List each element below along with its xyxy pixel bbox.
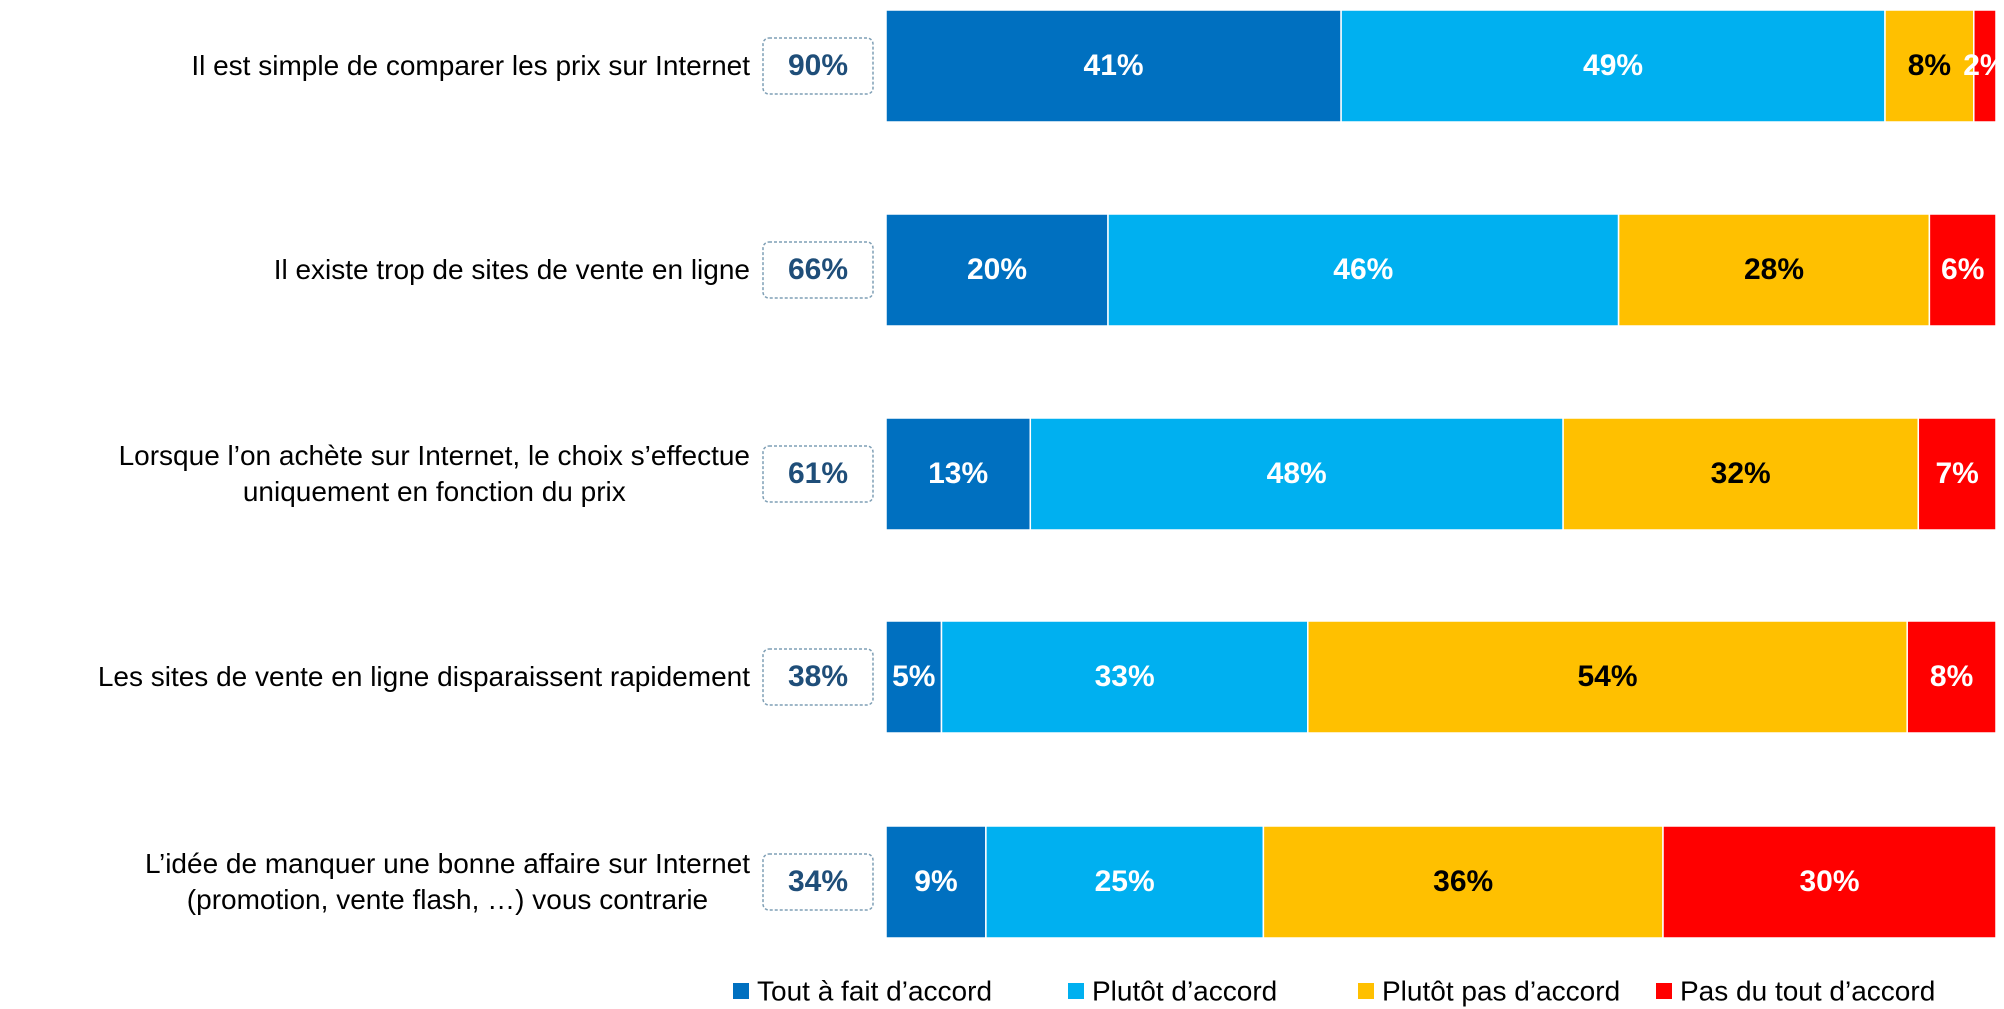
value-label: 7% <box>1935 457 1978 490</box>
value-label: 25% <box>1095 865 1155 898</box>
total-box <box>762 853 874 911</box>
bar-segment <box>1906 620 1997 734</box>
legend-label: Plutôt pas d’accord <box>1382 975 1620 1006</box>
bar-segment <box>985 825 1265 939</box>
value-label: 8% <box>1930 660 1973 693</box>
bar-segment <box>1617 213 1931 327</box>
bar-segment <box>1029 417 1564 531</box>
total-box <box>762 648 874 706</box>
category-label: Il existe trop de sites de vente en lign… <box>273 254 750 285</box>
total-box <box>762 445 874 503</box>
value-label: 8% <box>1908 49 1951 82</box>
total-label: 38% <box>788 660 848 693</box>
total-label: 61% <box>788 457 848 490</box>
total-box <box>762 241 874 299</box>
legend-label: Tout à fait d’accord <box>757 975 992 1006</box>
total-label: 90% <box>788 49 848 82</box>
value-label: 49% <box>1583 49 1643 82</box>
total-label: 34% <box>788 865 848 898</box>
value-label: 5% <box>892 660 935 693</box>
bar-segment <box>885 213 1109 327</box>
value-label: 46% <box>1333 253 1393 286</box>
total-label: 66% <box>788 253 848 286</box>
bar-segment <box>1928 213 1997 327</box>
bar-segment <box>885 417 1032 531</box>
value-label: 48% <box>1267 457 1327 490</box>
value-label: 33% <box>1095 660 1155 693</box>
legend-swatch <box>1068 983 1084 999</box>
bar-segment <box>940 620 1309 734</box>
bar-segment <box>1562 417 1920 531</box>
total-box <box>762 37 874 95</box>
bar-segment <box>1107 213 1620 327</box>
bar-segment <box>1262 825 1664 939</box>
value-label: 41% <box>1084 49 1144 82</box>
value-label: 6% <box>1941 253 1984 286</box>
category-label: Il est simple de comparer les prix sur I… <box>191 50 750 81</box>
bar-segment <box>1340 9 1886 123</box>
value-label: 13% <box>928 457 988 490</box>
legend-swatch <box>1358 983 1374 999</box>
legend-label: Pas du tout d’accord <box>1680 975 1935 1006</box>
value-label: 2% <box>1963 49 2004 82</box>
bar-segment <box>1973 9 1997 123</box>
category-label: Lorsque l’on achète sur Internet, le cho… <box>118 440 750 507</box>
value-label: 32% <box>1711 457 1771 490</box>
value-label: 9% <box>914 865 957 898</box>
category-label: L’idée de manquer une bonne affaire sur … <box>144 848 750 915</box>
category-label: Les sites de vente en ligne disparaissen… <box>97 661 750 692</box>
legend-swatch <box>733 983 749 999</box>
legend-swatch <box>1656 983 1672 999</box>
legend-label: Plutôt d’accord <box>1092 975 1277 1006</box>
bar-segment <box>1917 417 1997 531</box>
value-label: 54% <box>1577 660 1637 693</box>
bar-segment <box>885 9 1342 123</box>
value-label: 30% <box>1799 865 1859 898</box>
bar-segment <box>1662 825 1997 939</box>
value-label: 20% <box>967 253 1027 286</box>
value-label: 28% <box>1744 253 1804 286</box>
value-label: 36% <box>1433 865 1493 898</box>
bar-segment <box>885 825 987 939</box>
